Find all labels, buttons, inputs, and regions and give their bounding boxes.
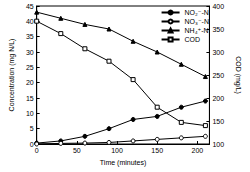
svg-text:50: 50 [73,147,81,154]
svg-text:200: 200 [192,147,204,154]
svg-text:150: 150 [212,118,224,125]
svg-text:Concentration (mg N/L): Concentration (mg N/L) [8,39,16,112]
svg-text:NH₄⁺-N: NH₄⁺-N [185,27,209,34]
svg-text:250: 250 [212,72,224,79]
svg-text:0: 0 [35,147,39,154]
svg-text:400: 400 [212,3,224,10]
svg-text:30: 30 [26,49,34,56]
svg-text:Time (minutes): Time (minutes) [100,159,146,167]
svg-text:0: 0 [30,141,34,148]
svg-text:5: 5 [30,125,34,132]
svg-text:NO₃⁻-N: NO₃⁻-N [185,18,209,25]
svg-text:150: 150 [151,147,163,154]
svg-text:40: 40 [26,18,34,25]
svg-text:100: 100 [212,141,224,148]
svg-text:COD: COD [185,36,201,43]
svg-text:15: 15 [26,95,34,102]
svg-text:10: 10 [26,110,34,117]
svg-text:20: 20 [26,79,34,86]
svg-text:100: 100 [111,147,123,154]
svg-text:350: 350 [212,26,224,33]
svg-text:25: 25 [26,64,34,71]
svg-text:35: 35 [26,33,34,40]
svg-text:45: 45 [26,3,34,10]
svg-text:COD (mg/L): COD (mg/L) [234,56,242,94]
svg-text:200: 200 [212,95,224,102]
svg-text:300: 300 [212,49,224,56]
svg-text:NO₂⁻-N: NO₂⁻-N [185,9,209,16]
